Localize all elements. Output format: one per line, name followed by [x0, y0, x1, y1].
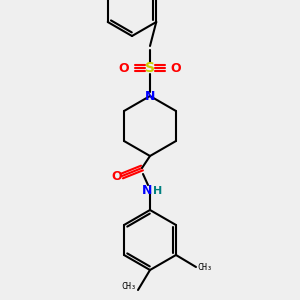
Text: H: H: [153, 186, 163, 196]
Text: CH₃: CH₃: [121, 282, 136, 291]
Text: CH₃: CH₃: [197, 262, 212, 272]
Text: S: S: [145, 61, 155, 75]
Text: N: N: [142, 184, 152, 196]
Text: O: O: [112, 170, 122, 184]
Text: N: N: [145, 90, 155, 103]
Text: O: O: [171, 62, 181, 76]
Text: O: O: [119, 62, 129, 76]
